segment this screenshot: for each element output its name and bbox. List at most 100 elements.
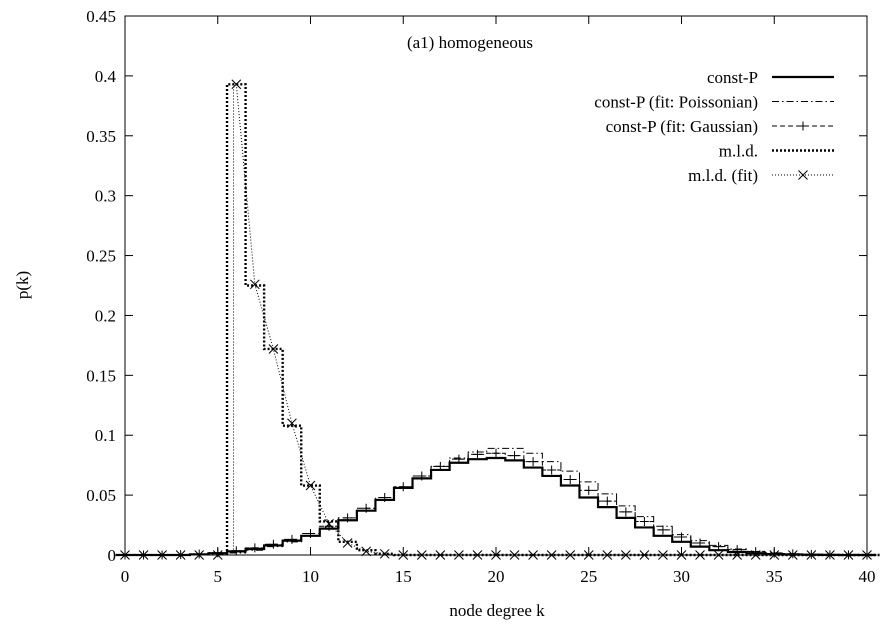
y-tick-label: 0.25	[86, 247, 116, 266]
legend-marker	[798, 121, 808, 131]
data-point	[194, 550, 205, 560]
series-1	[115, 456, 877, 557]
data-point	[509, 550, 520, 560]
x-tick-label: 25	[580, 567, 597, 586]
data-point	[157, 550, 167, 560]
data-point	[416, 550, 427, 560]
data-point	[528, 457, 538, 467]
series-2	[115, 447, 877, 556]
data-point	[547, 465, 557, 475]
series-3	[115, 448, 877, 560]
data-point	[602, 550, 613, 560]
data-point	[583, 550, 594, 560]
x-tick-label: 20	[488, 567, 505, 586]
data-point	[120, 550, 130, 560]
data-point	[510, 451, 520, 461]
data-point	[658, 525, 668, 535]
data-point	[658, 550, 668, 560]
data-point	[565, 550, 576, 560]
data-point	[398, 482, 408, 492]
data-point	[379, 548, 390, 559]
data-point	[732, 550, 743, 560]
data-point	[565, 475, 575, 485]
data-point	[213, 548, 223, 558]
y-tick-label: 0.15	[86, 366, 116, 385]
data-point	[732, 545, 742, 555]
data-point	[713, 550, 724, 560]
data-point	[769, 548, 779, 558]
y-tick-label: 0.3	[95, 187, 116, 206]
data-point	[194, 549, 204, 559]
data-point	[806, 550, 817, 560]
data-point	[620, 550, 631, 560]
data-point	[787, 550, 798, 560]
x-tick-label: 30	[673, 567, 690, 586]
legend-label: const-P (fit: Gaussian)	[606, 117, 758, 136]
data-point	[454, 454, 464, 464]
data-point	[361, 546, 372, 557]
data-point	[435, 461, 445, 471]
series-line	[115, 447, 877, 556]
data-point	[676, 550, 687, 560]
x-tick-label: 5	[214, 567, 223, 586]
y-tick-label: 0.4	[95, 67, 117, 86]
y-tick-label: 0.05	[86, 486, 116, 505]
data-point	[750, 550, 761, 560]
data-point	[361, 503, 371, 513]
data-point	[825, 550, 835, 560]
y-axis-title: p(k)	[13, 271, 32, 299]
data-point	[677, 532, 686, 542]
data-point	[398, 550, 409, 560]
y-tick-label: 0.1	[95, 426, 116, 445]
data-point	[268, 344, 279, 354]
data-point	[231, 546, 241, 556]
data-point	[435, 550, 446, 560]
data-point	[287, 534, 297, 544]
data-point	[769, 550, 780, 560]
x-tick-label: 15	[395, 567, 412, 586]
data-point	[287, 418, 297, 429]
legend-label: const-P (fit: Poissonian)	[594, 93, 758, 112]
chart-annotation: (a1) homogeneous	[407, 33, 533, 52]
y-tick-label: 0	[108, 546, 117, 565]
data-point	[306, 528, 315, 538]
series-5	[120, 79, 872, 560]
data-point	[342, 538, 353, 548]
data-point	[584, 485, 594, 495]
x-axis-title: node degree k	[449, 601, 545, 620]
y-tick-label: 0.2	[95, 306, 116, 325]
data-point	[621, 507, 631, 517]
data-point	[324, 519, 334, 529]
data-point	[546, 550, 557, 560]
data-point	[175, 550, 186, 560]
y-tick-label: 0.45	[86, 7, 116, 26]
y-tick-label: 0.35	[86, 127, 116, 146]
x-tick-label: 35	[766, 567, 783, 586]
data-point	[249, 279, 260, 290]
series-line	[115, 456, 877, 557]
data-point	[472, 449, 482, 459]
data-point	[380, 493, 390, 503]
data-point	[268, 539, 278, 549]
legend: const-P const-P (fit: Poissonian) const-P …	[594, 68, 834, 185]
data-point	[343, 513, 353, 523]
data-point	[695, 550, 705, 560]
data-point	[472, 550, 483, 560]
legend-label: m.l.d.	[719, 142, 758, 161]
series-layer	[115, 79, 880, 560]
data-point	[250, 543, 260, 553]
data-point	[695, 538, 705, 548]
series-line	[125, 83, 867, 556]
data-point	[862, 550, 872, 560]
data-point	[454, 550, 464, 560]
data-point	[212, 550, 223, 560]
data-point	[843, 550, 854, 560]
data-point	[231, 79, 242, 90]
series-line	[115, 452, 877, 556]
legend-label: const-P	[707, 68, 758, 87]
data-point	[138, 550, 149, 560]
series-4	[225, 83, 880, 557]
data-point	[491, 550, 501, 560]
data-point	[639, 550, 650, 560]
